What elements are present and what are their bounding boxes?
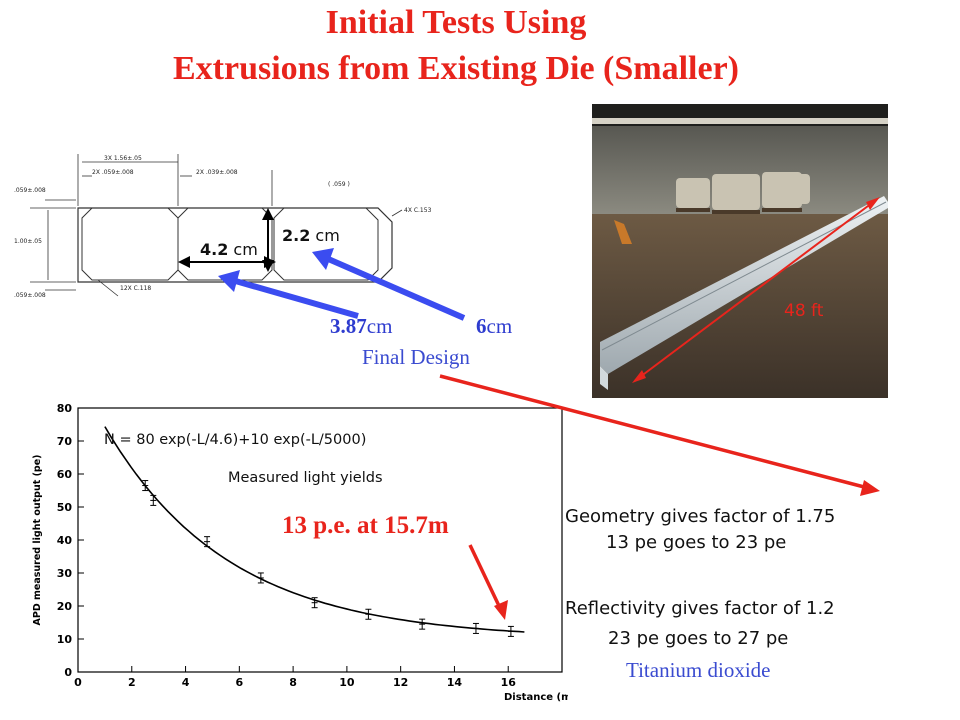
light-yield-chart: 0 2 4 6 8 10 12 14 16 0 10 20 30 40 50 60 70 80 APD measu… — [32, 402, 568, 703]
cell-height-unit: cm — [310, 226, 340, 245]
x-tick-label: 12 — [393, 676, 408, 689]
y-tick-label: 10 — [57, 633, 73, 646]
reflectivity-material: Titanium dioxide — [626, 658, 771, 682]
x-tick-label: 2 — [128, 676, 136, 689]
reflectivity-line2: 23 pe goes to 27 pe — [608, 628, 789, 649]
dim-wall-mid: 2X .039±.008 — [196, 169, 238, 176]
red-arrowhead-design-to-note — [860, 480, 880, 496]
x-tick-label: 6 — [236, 676, 244, 689]
y-tick-label: 50 — [57, 501, 73, 514]
x-tick-label: 8 — [289, 676, 297, 689]
geometry-line1: Geometry gives factor of 1.75 — [565, 506, 836, 527]
dim-wall-left: 2X .059±.008 — [92, 169, 134, 176]
cell-width-label: 4.2 cm — [200, 240, 258, 259]
y-tick-label: 0 — [64, 666, 72, 679]
dim-top-pitch: 3X 1.56±.05 — [104, 155, 142, 162]
cell-height-label: 2.2 cm — [282, 226, 340, 245]
final-size-2-unit: cm — [486, 314, 513, 338]
title-line1: Initial Tests Using — [325, 4, 587, 41]
x-axis-label: Distance (m) — [504, 692, 568, 703]
cell-height-value: 2.2 — [282, 226, 311, 245]
final-size-1-value: 3.87 — [330, 314, 367, 338]
y-tick-label: 80 — [57, 402, 73, 415]
chart-annotation: 13 p.e. at 15.7m — [282, 512, 449, 539]
cell-width-value: 4.2 — [200, 240, 229, 259]
title-line2: Extrusions from Existing Die (Smaller) — [172, 50, 739, 87]
final-size-1: 3.87cm — [330, 314, 392, 339]
data-point — [419, 618, 426, 630]
x-tick-label: 16 — [501, 676, 517, 689]
x-tick-label: 0 — [74, 676, 82, 689]
x-tick-label: 4 — [182, 676, 190, 689]
y-tick-label: 20 — [57, 600, 73, 613]
y-tick-label: 30 — [57, 567, 73, 580]
dim-corner-bottom: 12X C.118 — [120, 285, 151, 292]
dim-wall-right: ( .059 ) — [328, 181, 350, 188]
fit-curve — [104, 426, 525, 633]
y-tick-label: 60 — [57, 468, 73, 481]
x-tick-label: 10 — [339, 676, 355, 689]
cell-width-unit: cm — [228, 240, 258, 259]
fit-formula: N = 80 exp(-L/4.6)+10 exp(-L/5000) — [104, 432, 366, 448]
extrusion-cross-section-drawing: 3X 1.56±.05 2X .059±.008 2X .039±.008 ( … — [14, 154, 432, 299]
dim-left-top: .059±.008 — [14, 187, 46, 194]
reflectivity-line1: Reflectivity gives factor of 1.2 — [565, 598, 835, 619]
warehouse-extrusion-photo: 48 ft — [592, 104, 888, 398]
dim-corner-right: 4X C.153 — [404, 207, 432, 214]
legend-text: Measured light yields — [228, 470, 383, 486]
final-size-1-unit: cm — [366, 314, 393, 338]
final-design-label: Final Design — [362, 345, 470, 369]
final-size-2: 6cm — [476, 314, 512, 339]
dim-left-height: 1.00±.05 — [14, 238, 42, 245]
final-size-2-value: 6 — [476, 314, 487, 338]
y-tick-label: 70 — [57, 435, 73, 448]
geometry-line2: 13 pe goes to 23 pe — [606, 532, 787, 553]
x-tick-label: 14 — [447, 676, 463, 689]
y-tick-label: 40 — [57, 534, 73, 547]
dim-left-bottom: .059±.008 — [14, 292, 46, 299]
length-label: 48 ft — [784, 301, 824, 321]
y-axis-label: APD measured light output (pe) — [32, 454, 43, 625]
data-point — [150, 494, 157, 506]
